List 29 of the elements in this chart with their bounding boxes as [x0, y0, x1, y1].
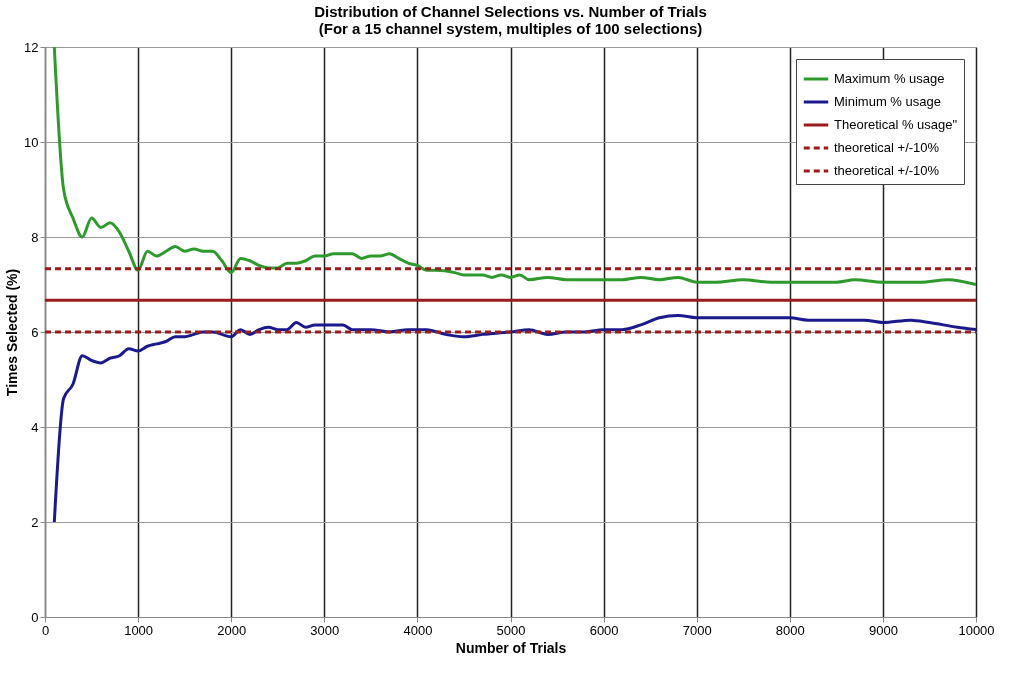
y-tick-label: 8 [31, 229, 39, 245]
x-tick-label: 0 [41, 622, 50, 638]
y-axis-title: Times Selected (%) [4, 268, 21, 397]
x-tick-label: 3000 [310, 622, 340, 638]
y-tick-label: 10 [24, 134, 39, 150]
y-tick-label: 2 [31, 514, 39, 530]
x-tick-label: 5000 [496, 622, 526, 638]
y-tick-label: 0 [31, 609, 39, 625]
x-tick-label: 1000 [124, 622, 154, 638]
legend-label: theoretical +/-10% [834, 140, 940, 155]
chart-title: Distribution of Channel Selections vs. Number of Trials [314, 3, 707, 20]
x-tick-label: 10000 [958, 622, 995, 638]
x-tick-label: 8000 [775, 622, 805, 638]
y-tick-label: 4 [31, 419, 39, 435]
x-tick-label: 9000 [868, 622, 898, 638]
y-tick-label: 6 [31, 324, 39, 340]
chart-subtitle: (For a 15 channel system, multiples of 100 selections) [318, 20, 703, 37]
y-tick-label: 12 [24, 39, 39, 55]
x-axis-title: Number of Trials [455, 639, 567, 656]
x-tick-label: 4000 [403, 622, 433, 638]
legend-label: Minimum % usage [834, 94, 941, 109]
line-series [52, 313, 976, 524]
x-tick-label: 7000 [682, 622, 712, 638]
line-series [52, 47, 976, 286]
x-tick-label: 2000 [217, 622, 247, 638]
legend-label: Maximum % usage [834, 71, 945, 86]
legend-label: theoretical +/-10% [834, 163, 940, 178]
legend-label: Theoretical % usage" [834, 117, 958, 132]
x-tick-label: 6000 [589, 622, 619, 638]
